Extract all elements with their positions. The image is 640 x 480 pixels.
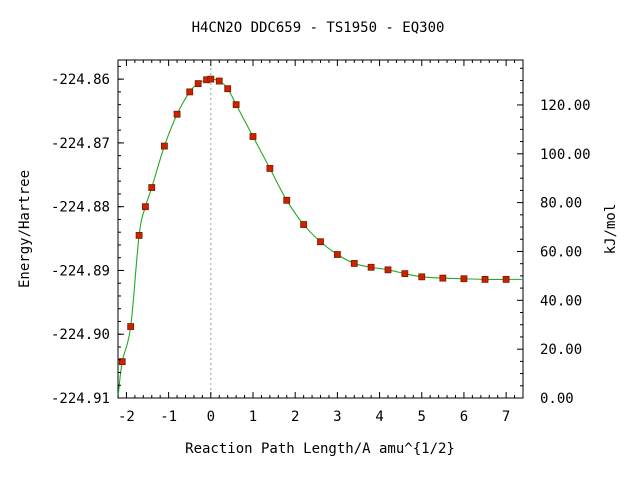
y-tick-label: -224.86	[51, 72, 110, 88]
axes: -2 -1 0 1 2 3 4 5 6 7 -224.86 -224.87 -224.88 -224.89…	[51, 60, 591, 425]
data-point	[142, 203, 149, 211]
y2-axis-label: kJ/mol	[603, 204, 619, 255]
x-tick-label: 3	[333, 409, 341, 425]
x-tick-label: 7	[502, 409, 510, 425]
data-point	[266, 165, 274, 172]
data-point	[439, 274, 447, 282]
x-tick-label: -2	[118, 409, 135, 425]
data-point	[350, 260, 358, 267]
y-tick-label: -224.90	[51, 327, 110, 343]
y2-tick-label: 100.00	[540, 147, 591, 163]
x-tick-label: 6	[460, 409, 468, 425]
data-point	[194, 80, 202, 87]
x-axis-label: Reaction Path Length/A amu^{1/2}	[185, 441, 455, 457]
x-tick-label: 5	[418, 409, 426, 425]
y-axis-label: Energy/Hartree	[17, 170, 33, 288]
data-point	[481, 275, 489, 283]
y2-tick-label: 120.00	[540, 98, 591, 114]
y2-tick-label: 60.00	[540, 244, 582, 260]
data-point	[127, 323, 135, 330]
data-point	[215, 77, 223, 85]
data-point	[118, 358, 126, 366]
chart-title: H4CN2O DDC659 - TS1950 - EQ300	[192, 20, 445, 36]
y-tick-label: -224.87	[51, 136, 110, 152]
x-tick-label: 4	[375, 409, 383, 425]
data-point	[283, 196, 291, 204]
data-point	[186, 88, 194, 96]
y-tick-label: -224.88	[51, 200, 110, 216]
x-tick-label: 0	[207, 409, 215, 425]
y2-tick-label: 20.00	[540, 342, 582, 358]
y2-tick-label: 40.00	[540, 293, 582, 309]
data-point	[460, 275, 468, 283]
data-point	[384, 266, 392, 274]
data-point	[502, 275, 510, 283]
y-tick-label: -224.89	[51, 263, 110, 279]
data-point	[207, 75, 215, 83]
data-point	[367, 263, 375, 271]
data-point	[161, 142, 168, 150]
data-point	[148, 184, 156, 191]
data-point	[317, 238, 324, 246]
x-tick-label: 2	[291, 409, 299, 425]
data-point	[135, 231, 143, 239]
data-point	[249, 133, 257, 140]
data-point	[232, 101, 240, 109]
data-point	[300, 221, 308, 228]
data-point	[401, 270, 409, 278]
data-point	[418, 273, 426, 281]
data-point	[224, 85, 232, 93]
x-tick-label: 1	[249, 409, 257, 425]
data-point-markers	[118, 75, 510, 366]
y-tick-label: -224.91	[51, 391, 110, 407]
data-point	[173, 110, 181, 118]
data-point	[333, 251, 341, 258]
y2-tick-label: 0.00	[540, 391, 574, 407]
y2-tick-label: 80.00	[540, 196, 582, 212]
x-tick-label: -1	[160, 409, 177, 425]
